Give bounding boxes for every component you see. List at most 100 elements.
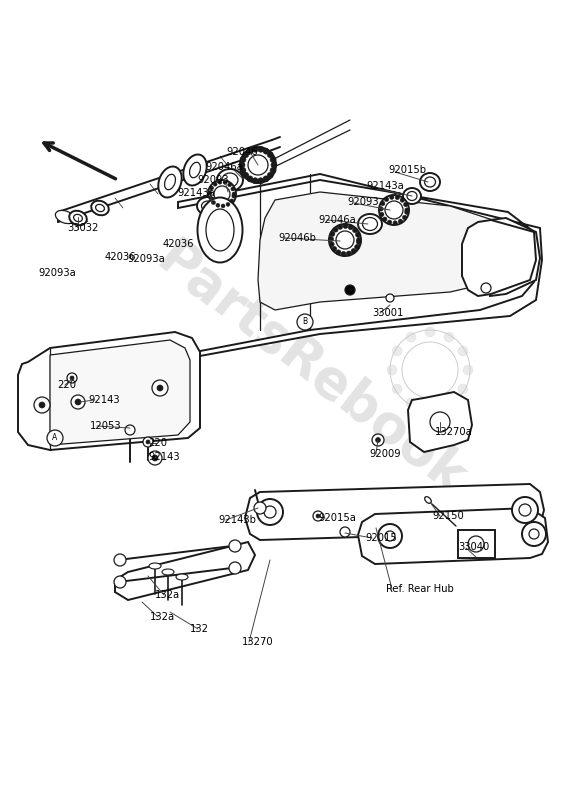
Circle shape: [402, 215, 407, 220]
Circle shape: [395, 195, 399, 200]
Circle shape: [146, 440, 150, 444]
Text: 132: 132: [190, 624, 209, 634]
Circle shape: [263, 176, 269, 182]
Circle shape: [71, 395, 85, 409]
Circle shape: [240, 167, 246, 174]
Ellipse shape: [206, 209, 234, 251]
Circle shape: [458, 346, 468, 356]
Text: 92150: 92150: [432, 511, 464, 521]
Circle shape: [332, 246, 337, 251]
Circle shape: [157, 385, 163, 391]
Circle shape: [231, 187, 235, 191]
Text: 13270: 13270: [242, 637, 273, 647]
Polygon shape: [490, 218, 540, 296]
Circle shape: [208, 180, 236, 208]
Circle shape: [39, 402, 45, 408]
Circle shape: [240, 147, 276, 183]
Text: 33032: 33032: [67, 223, 98, 233]
Circle shape: [330, 231, 335, 236]
Text: 92093: 92093: [197, 175, 229, 185]
Circle shape: [383, 217, 387, 222]
Ellipse shape: [69, 210, 87, 226]
Circle shape: [392, 346, 402, 356]
Ellipse shape: [407, 191, 417, 201]
Text: 92143b: 92143b: [218, 515, 256, 525]
Text: 92093: 92093: [347, 197, 379, 207]
Ellipse shape: [158, 166, 181, 198]
Circle shape: [355, 232, 361, 238]
Circle shape: [232, 194, 236, 198]
Circle shape: [313, 511, 323, 521]
Text: 42036: 42036: [163, 239, 195, 249]
Circle shape: [444, 332, 454, 342]
Polygon shape: [258, 192, 508, 310]
Text: 132a: 132a: [155, 590, 180, 600]
Circle shape: [425, 403, 435, 413]
Text: 92046b: 92046b: [278, 233, 316, 243]
Circle shape: [223, 181, 227, 185]
Circle shape: [257, 499, 283, 525]
Circle shape: [230, 199, 234, 203]
Circle shape: [400, 198, 405, 202]
Circle shape: [114, 576, 126, 588]
Text: 220: 220: [57, 380, 76, 390]
Text: 92093a: 92093a: [127, 254, 165, 264]
Circle shape: [406, 332, 416, 342]
Circle shape: [328, 237, 334, 242]
Circle shape: [70, 376, 74, 380]
Text: 12053: 12053: [90, 421, 121, 431]
Circle shape: [214, 186, 230, 202]
Circle shape: [351, 249, 356, 254]
Text: 92015a: 92015a: [318, 513, 356, 523]
Circle shape: [390, 195, 394, 199]
Text: B: B: [302, 318, 307, 326]
Circle shape: [252, 178, 258, 184]
Circle shape: [393, 221, 397, 225]
Circle shape: [271, 162, 277, 168]
Circle shape: [357, 238, 361, 242]
Circle shape: [357, 239, 361, 245]
Circle shape: [379, 206, 383, 211]
Ellipse shape: [149, 563, 161, 569]
Ellipse shape: [420, 173, 440, 191]
Text: 92143: 92143: [148, 452, 180, 462]
Circle shape: [372, 434, 384, 446]
Circle shape: [316, 514, 320, 518]
Circle shape: [512, 497, 538, 523]
Ellipse shape: [198, 198, 243, 262]
Circle shape: [152, 455, 158, 461]
Ellipse shape: [176, 574, 188, 580]
Circle shape: [212, 201, 216, 205]
Text: 33040: 33040: [458, 542, 489, 552]
Circle shape: [152, 380, 168, 396]
Circle shape: [380, 202, 385, 206]
Circle shape: [353, 228, 358, 233]
Circle shape: [444, 398, 454, 408]
Circle shape: [247, 148, 253, 154]
Circle shape: [379, 195, 409, 225]
Circle shape: [232, 192, 236, 196]
Polygon shape: [358, 508, 548, 564]
Circle shape: [252, 146, 258, 152]
Circle shape: [355, 245, 360, 250]
Circle shape: [468, 536, 484, 552]
Circle shape: [329, 242, 334, 247]
Text: 92015b: 92015b: [388, 165, 426, 175]
Text: 33001: 33001: [372, 308, 403, 318]
Polygon shape: [408, 392, 472, 452]
Polygon shape: [458, 530, 495, 558]
Circle shape: [47, 430, 63, 446]
Text: 13270a: 13270a: [435, 427, 473, 437]
Ellipse shape: [190, 162, 201, 178]
Circle shape: [522, 522, 546, 546]
Circle shape: [243, 172, 249, 178]
Circle shape: [208, 191, 212, 195]
Text: 42036: 42036: [105, 252, 136, 262]
Circle shape: [216, 203, 220, 207]
Circle shape: [333, 227, 338, 232]
Circle shape: [270, 167, 276, 174]
Circle shape: [529, 529, 539, 539]
Circle shape: [336, 250, 341, 255]
Polygon shape: [245, 484, 544, 540]
Ellipse shape: [73, 214, 83, 222]
